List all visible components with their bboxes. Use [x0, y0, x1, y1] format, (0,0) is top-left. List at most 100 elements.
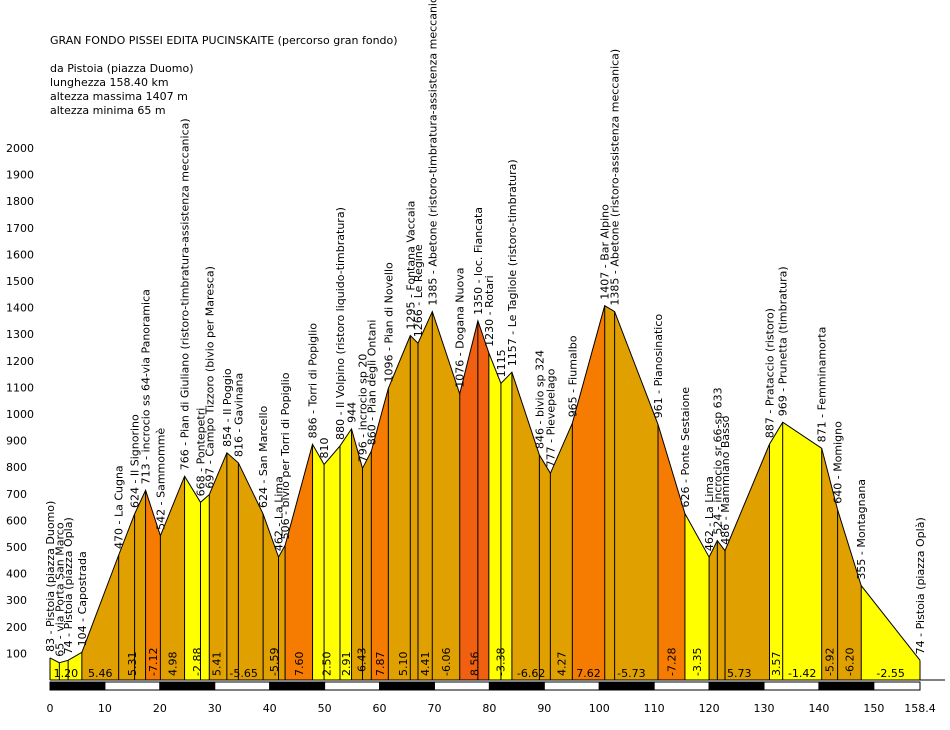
scale-block: [269, 681, 326, 691]
waypoint-label: 965 - Fiumalbo: [566, 335, 579, 417]
gradient-label: -5.59: [268, 648, 281, 676]
waypoint-label: 83 - Pistoia (piazza Duomo): [44, 501, 57, 652]
gradient-segment: [285, 444, 313, 680]
scale-block: [104, 681, 161, 691]
scale-block: [818, 681, 875, 691]
gradient-segment: [550, 423, 573, 680]
gradient-segment: [511, 372, 551, 680]
x-tick-label: 80: [482, 702, 496, 715]
waypoint-label: 1115: [495, 349, 508, 377]
gradient-segment: [572, 305, 605, 680]
gradient-label: -3.35: [691, 648, 704, 676]
waypoint-label: 1096 - Pian di Novello: [382, 262, 395, 382]
y-tick-label: 1400: [6, 302, 34, 315]
x-tick-label: 40: [263, 702, 277, 715]
gradient-label: -5.73: [617, 667, 645, 680]
waypoint-label: 1350 - loc. Fiancata: [472, 207, 485, 315]
gradient-segment: [184, 476, 210, 680]
gradient-label: 8.56: [468, 652, 481, 677]
waypoint-label: 74 - Pistoia (piazza Oplà): [914, 517, 927, 654]
gradient-label: -2.55: [876, 667, 904, 680]
waypoint-label: 816 - Gavinana: [232, 373, 245, 457]
x-tick-label: 50: [318, 702, 332, 715]
gradient-label: 2.91: [340, 652, 353, 677]
x-tick-label: 90: [537, 702, 551, 715]
gradient-segment: [118, 490, 146, 680]
x-tick-label: 150: [863, 702, 884, 715]
waypoint-label: 860 - Pian degli Ontani: [365, 320, 378, 446]
y-tick-label: 1600: [6, 248, 34, 261]
y-tick-label: 400: [6, 568, 27, 581]
gradient-segment: [340, 428, 352, 680]
scale-block: [598, 681, 655, 691]
y-tick-label: 800: [6, 461, 27, 474]
gradient-segment: [821, 448, 838, 680]
gradient-segment: [432, 311, 460, 680]
gradient-segment: [209, 459, 225, 680]
y-tick-label: 1100: [6, 381, 34, 394]
gradient-segment: [224, 452, 264, 680]
gradient-segment: [417, 311, 433, 680]
profile-outline: [49, 304, 921, 664]
waypoint-label: 796 - incrocio sp 20: [357, 354, 370, 463]
y-tick-label: 1300: [6, 328, 34, 341]
y-tick-label: 900: [6, 435, 27, 448]
waypoint-label: 1295 - Fontana Vaccaia: [404, 201, 417, 330]
waypoint-label: 524 - incrocio sr 66-sp 633: [711, 387, 724, 534]
max-altitude: altezza massima 1407 m: [50, 90, 188, 103]
chart-title: GRAN FONDO PISSEI EDITA PUCINSKAITE (per…: [50, 34, 398, 47]
y-tick-label: 300: [6, 594, 27, 607]
gradient-label: 4.27: [555, 652, 568, 677]
min-altitude: altezza minima 65 m: [50, 104, 166, 117]
gradient-label: 1.20: [54, 667, 79, 680]
y-tick-label: 1000: [6, 408, 34, 421]
waypoint-label: 462 - La Lima: [703, 476, 716, 551]
waypoint-label: 624 - Il Signorino: [129, 414, 142, 508]
gradient-label: 2.50: [320, 652, 333, 677]
gradient-label: 7.62: [576, 667, 601, 680]
gradient-segment: [81, 555, 119, 680]
waypoint-label: 880 - Il Volpino (ristoro liquido-timbra…: [334, 207, 347, 440]
gradient-segment: [371, 388, 389, 680]
waypoint-label: 470 - La Cugna: [113, 465, 126, 549]
y-tick-label: 100: [6, 647, 27, 660]
x-tick-label: 110: [644, 702, 665, 715]
y-tick-label: 200: [6, 621, 27, 634]
waypoint-label: 854 - Il Poggio: [221, 368, 234, 447]
scale-block: [653, 681, 710, 691]
scale-block: [49, 681, 106, 691]
waypoint-label: 1157 - Le Tagliole (ristoro-timbratura): [506, 159, 519, 366]
y-tick-label: 1500: [6, 275, 34, 288]
scale-block: [873, 681, 921, 691]
waypoint-label: 668 - Pontepetri: [194, 408, 207, 497]
gradient-segment: [50, 652, 82, 680]
x-tick-label: 10: [98, 702, 112, 715]
waypoint-label: 104 - Capostrada: [76, 551, 89, 646]
waypoint-label: 506 - bivio per Torri di Popiglio: [279, 372, 292, 539]
scale-block: [324, 681, 381, 691]
gradient-segment: [459, 320, 489, 680]
x-tick-label: 0: [47, 702, 54, 715]
scale-block: [488, 681, 545, 691]
x-tick-label: 60: [373, 702, 387, 715]
scale-block: [763, 681, 820, 691]
gradient-segment: [388, 335, 418, 680]
x-tick-label: 100: [589, 702, 610, 715]
start-location: da Pistoia (piazza Duomo): [50, 62, 194, 75]
gradient-segment: [684, 513, 710, 680]
y-tick-label: 500: [6, 541, 27, 554]
scale-block: [708, 681, 765, 691]
waypoint-label: 1230 - Rotari: [483, 275, 496, 346]
waypoint-label: 1076 - Dogana Nuova: [454, 268, 467, 388]
gradient-label: 7.87: [374, 652, 387, 677]
scale-block: [379, 681, 435, 691]
gradient-segment: [837, 509, 862, 680]
y-tick-label: 2000: [6, 142, 34, 155]
gradient-label: -6.20: [843, 648, 856, 676]
waypoint-label: 74 - Pistoia (piazza Opla): [62, 517, 75, 654]
gradient-label: -7.12: [147, 648, 160, 676]
scale-block: [433, 681, 490, 691]
y-tick-label: 1700: [6, 222, 34, 235]
gradient-segment: [769, 422, 783, 680]
